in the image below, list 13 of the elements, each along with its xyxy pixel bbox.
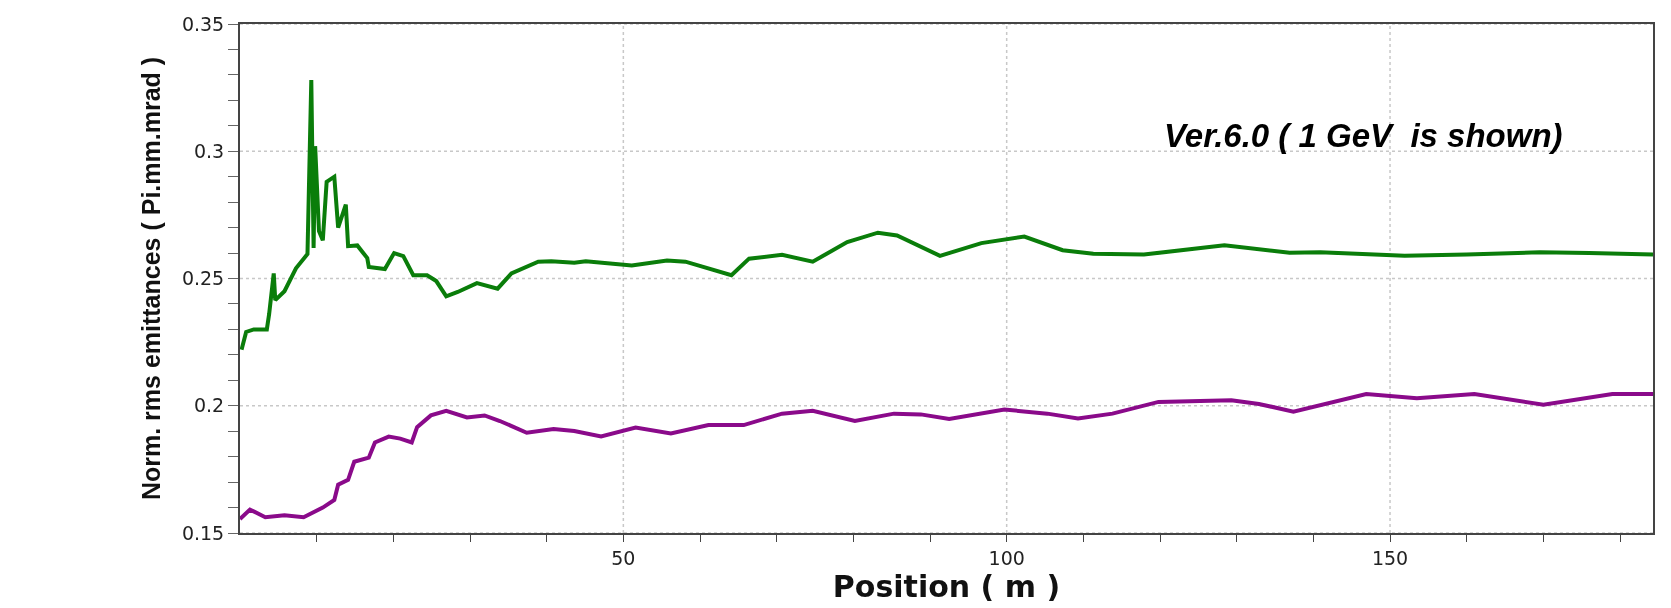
y-tick-label: 0.25	[181, 267, 225, 290]
x-tick-label: 150	[1371, 546, 1409, 569]
annotation: Ver.6.0 ( 1 GeV is shown)	[1164, 117, 1563, 154]
x-axis-title: Position ( m )	[832, 568, 1061, 604]
line-series	[240, 392, 1653, 521]
x-tick-label: 100	[988, 546, 1025, 569]
x-tick-label: 50	[611, 546, 636, 569]
line-series	[240, 77, 1653, 352]
y-tick-label: 0.3	[193, 139, 225, 162]
y-tick-label: 0.35	[181, 12, 225, 35]
y-tick-label: 0.15	[181, 521, 225, 544]
y-tick-label: 0.2	[193, 394, 225, 417]
y-axis-title: Norm. rms emittances ( Pi.mm.mrad )	[137, 56, 166, 501]
